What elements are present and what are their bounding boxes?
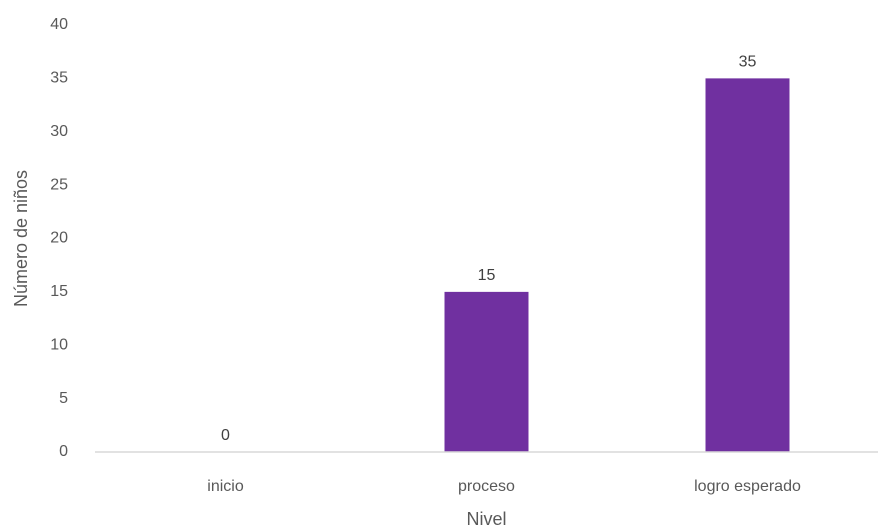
- bar: [444, 291, 529, 452]
- y-axis-title: Número de niños: [11, 170, 31, 307]
- x-tick-label: inicio: [207, 478, 244, 495]
- bar: [705, 78, 790, 452]
- y-tick-label: 5: [59, 390, 68, 407]
- bars-group: [444, 78, 790, 452]
- y-tick-label: 20: [50, 230, 68, 247]
- data-label: 0: [221, 427, 230, 444]
- data-labels-group: 0 15 35: [221, 54, 756, 445]
- x-tick-label: proceso: [458, 478, 515, 495]
- y-tick-label: 40: [50, 16, 68, 33]
- y-tick-label: 25: [50, 176, 68, 193]
- y-tick-label: 30: [50, 123, 68, 140]
- x-tick-label: logro esperado: [694, 478, 801, 495]
- data-label: 35: [739, 54, 757, 71]
- x-axis-ticks: inicio proceso logro esperado: [207, 478, 801, 495]
- y-tick-label: 15: [50, 283, 68, 300]
- data-label: 15: [478, 267, 496, 284]
- x-axis-title: Nivel: [466, 509, 506, 529]
- y-tick-label: 0: [59, 443, 68, 460]
- y-tick-label: 35: [50, 70, 68, 87]
- y-axis-ticks: 0 5 10 15 20 25 30 35 40: [50, 16, 68, 460]
- y-tick-label: 10: [50, 336, 68, 353]
